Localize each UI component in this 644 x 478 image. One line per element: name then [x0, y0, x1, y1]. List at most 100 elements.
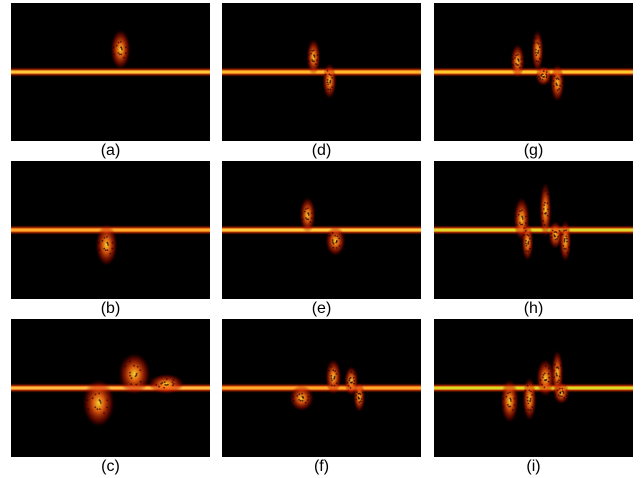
- burst-speckle: [559, 84, 561, 87]
- burst-speckle: [335, 247, 338, 249]
- burst-speckle: [552, 85, 555, 88]
- burst-blob: [82, 379, 115, 427]
- burst-blob: [539, 182, 552, 238]
- burst-speckle: [335, 239, 338, 242]
- burst-blob: [289, 385, 314, 411]
- burst-speckle: [544, 189, 547, 192]
- burst-speckle: [357, 392, 360, 395]
- burst-speckle: [135, 383, 138, 386]
- burst-speckle: [555, 77, 558, 80]
- burst-speckle: [515, 54, 518, 57]
- energy-band-core: [222, 228, 421, 232]
- burst-speckle: [543, 372, 546, 375]
- burst-speckle: [331, 77, 333, 79]
- burst-speckle: [557, 379, 560, 382]
- burst-speckle: [535, 51, 537, 54]
- burst-blob: [535, 66, 552, 86]
- energy-band-core: [222, 70, 421, 74]
- burst-speckle: [541, 212, 544, 215]
- burst-speckle: [112, 46, 115, 49]
- burst-speckle: [562, 244, 565, 247]
- burst-speckle: [98, 399, 101, 401]
- burst-speckle: [561, 395, 563, 398]
- spectrogram-b: [11, 224, 210, 266]
- burst-speckle: [355, 398, 358, 401]
- burst-blob: [548, 221, 563, 249]
- burst-speckle: [311, 59, 313, 61]
- burst-speckle: [304, 401, 307, 404]
- burst-speckle: [355, 394, 357, 397]
- caption-a: (a): [100, 142, 121, 159]
- burst-speckle: [563, 229, 565, 232]
- burst-speckle: [331, 232, 334, 234]
- burst-speckle: [545, 212, 547, 214]
- burst-speckle: [537, 43, 540, 45]
- burst-speckle: [115, 44, 118, 47]
- burst-speckle: [362, 391, 364, 394]
- burst-speckle: [103, 247, 106, 250]
- burst-speckle: [163, 386, 166, 389]
- burst-speckle: [164, 384, 167, 386]
- burst-speckle: [165, 378, 168, 381]
- burst-speckle: [103, 236, 106, 239]
- burst-speckle: [513, 397, 516, 400]
- burst-speckle: [316, 54, 319, 56]
- burst-speckle: [330, 375, 333, 377]
- burst-speckle: [98, 392, 100, 395]
- burst-speckle: [331, 241, 334, 243]
- burst-speckle: [561, 387, 564, 390]
- burst-speckle: [550, 232, 553, 235]
- burst-speckle: [94, 393, 97, 396]
- burst-speckle: [527, 240, 530, 243]
- burst-blob: [306, 39, 321, 75]
- burst-speckle: [111, 247, 114, 250]
- burst-speckle: [312, 49, 315, 52]
- burst-speckle: [502, 397, 505, 400]
- burst-speckle: [311, 50, 314, 52]
- spectrogram-panel-f: [222, 319, 421, 457]
- burst-speckle: [348, 379, 351, 382]
- burst-speckle: [172, 379, 175, 381]
- energy-band-core: [11, 70, 210, 74]
- burst-speckle: [520, 63, 523, 65]
- burst-speckle: [558, 387, 561, 390]
- burst-speckle: [358, 401, 361, 404]
- burst-speckle: [553, 376, 556, 379]
- burst-speckle: [353, 372, 355, 375]
- burst-speckle: [521, 209, 523, 212]
- burst-speckle: [331, 379, 333, 382]
- burst-speckle: [362, 396, 365, 399]
- burst-speckle: [308, 60, 310, 63]
- burst-speckle: [561, 233, 564, 236]
- burst-speckle: [526, 396, 529, 399]
- burst-speckle: [515, 223, 518, 226]
- burst-speckle: [557, 394, 560, 396]
- burst-speckle: [509, 397, 512, 400]
- burst-speckle: [135, 374, 138, 376]
- burst-speckle: [171, 384, 174, 387]
- burst-speckle: [514, 57, 516, 59]
- burst-speckle: [527, 234, 530, 237]
- caption-i: (i): [526, 458, 541, 475]
- burst-blob: [110, 29, 131, 70]
- burst-speckle: [533, 42, 535, 45]
- burst-blob: [500, 379, 519, 423]
- burst-speckle: [520, 58, 523, 61]
- burst-speckle: [311, 212, 313, 214]
- burst-blob: [325, 359, 342, 395]
- burst-speckle: [539, 379, 542, 381]
- burst-speckle: [527, 242, 530, 244]
- burst-speckle: [307, 399, 309, 401]
- burst-speckle: [568, 246, 570, 248]
- burst-speckle: [530, 390, 532, 393]
- spectrogram-panel-b: [11, 161, 210, 299]
- burst-speckle: [524, 389, 527, 392]
- burst-blob: [536, 359, 555, 397]
- burst-speckle: [155, 384, 158, 386]
- burst-speckle: [543, 386, 546, 389]
- burst-speckle: [360, 398, 363, 400]
- burst-speckle: [546, 214, 549, 217]
- burst-speckle: [98, 241, 100, 244]
- burst-speckle: [566, 251, 569, 254]
- spectrogram-d: [222, 39, 421, 99]
